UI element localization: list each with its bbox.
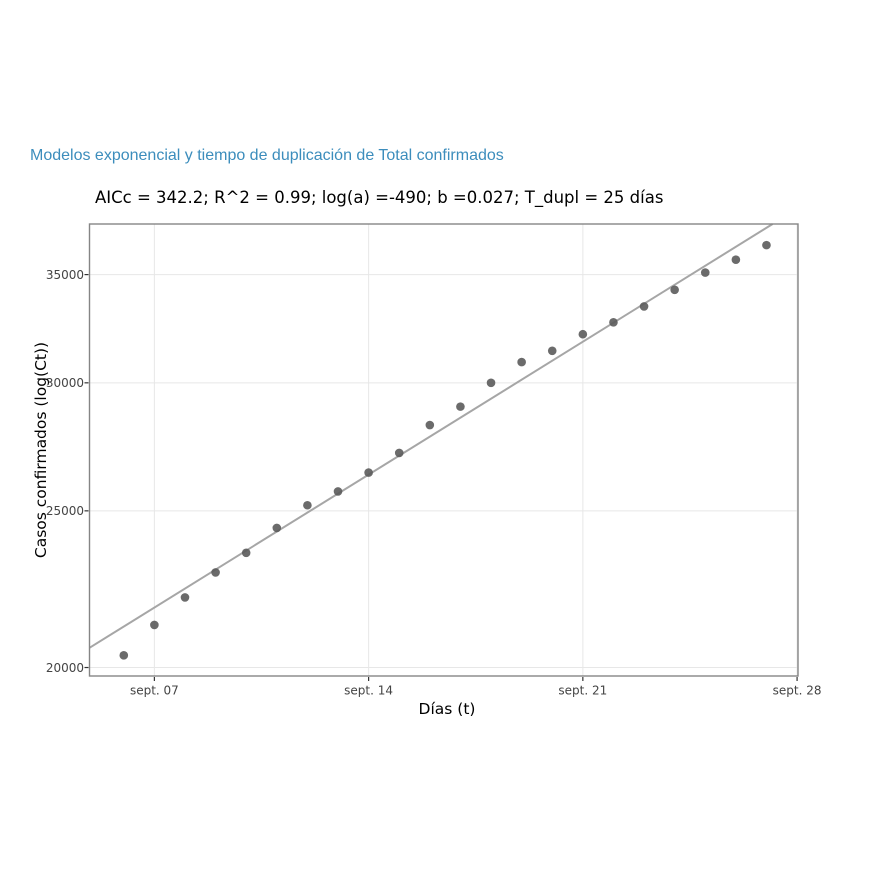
data-point — [456, 402, 465, 411]
y-axis-title: Casos confirmados (log(Ct)) — [32, 342, 50, 558]
data-point — [547, 346, 557, 356]
trend-line — [88, 223, 774, 649]
exponential-model-chart[interactable]: 20000 25000 30000 35000 sept. 07 sept. 14 sept… — [0, 0, 870, 740]
y-tick-label: 20000 — [46, 661, 84, 675]
x-axis-title: Días (t) — [419, 700, 476, 718]
data-point — [639, 302, 649, 311]
data-point — [272, 523, 282, 533]
data-point — [762, 240, 771, 250]
x-tick-label: sept. 07 — [130, 684, 179, 698]
y-tick-label: 35000 — [46, 268, 84, 282]
data-point — [150, 620, 159, 630]
data-point — [333, 487, 343, 496]
y-tick-label: 30000 — [46, 376, 84, 390]
data-point — [364, 468, 373, 477]
axis-tick-labels: 20000 25000 30000 35000 sept. 07 sept. 14 sept… — [46, 268, 822, 698]
trend-line-group — [88, 223, 774, 649]
data-point — [119, 651, 129, 660]
y-tick-label: 25000 — [46, 504, 84, 518]
axis-ticks — [84, 273, 798, 681]
data-point — [425, 420, 435, 430]
data-point — [578, 329, 588, 339]
page-title: Modelos exponencial y tiempo de duplicac… — [30, 147, 504, 164]
data-point — [517, 357, 526, 367]
gridlines — [89, 224, 798, 676]
data-point — [609, 318, 618, 327]
data-point — [486, 378, 496, 388]
data-point — [670, 285, 679, 295]
data-points-group — [119, 240, 771, 660]
x-tick-label: sept. 14 — [344, 684, 393, 698]
panel-border-rect — [88, 223, 799, 677]
data-point — [180, 593, 190, 602]
data-point — [731, 255, 741, 265]
data-point — [303, 500, 312, 510]
panel-border — [88, 223, 799, 677]
plot-title: AICc = 342.2; R^2 = 0.99; log(a) =-490; … — [95, 188, 664, 207]
data-point — [700, 268, 710, 277]
data-point — [211, 568, 220, 577]
data-point — [394, 448, 404, 458]
x-tick-label: sept. 28 — [773, 684, 822, 698]
x-tick-label: sept. 21 — [558, 684, 607, 698]
data-point — [241, 548, 251, 558]
